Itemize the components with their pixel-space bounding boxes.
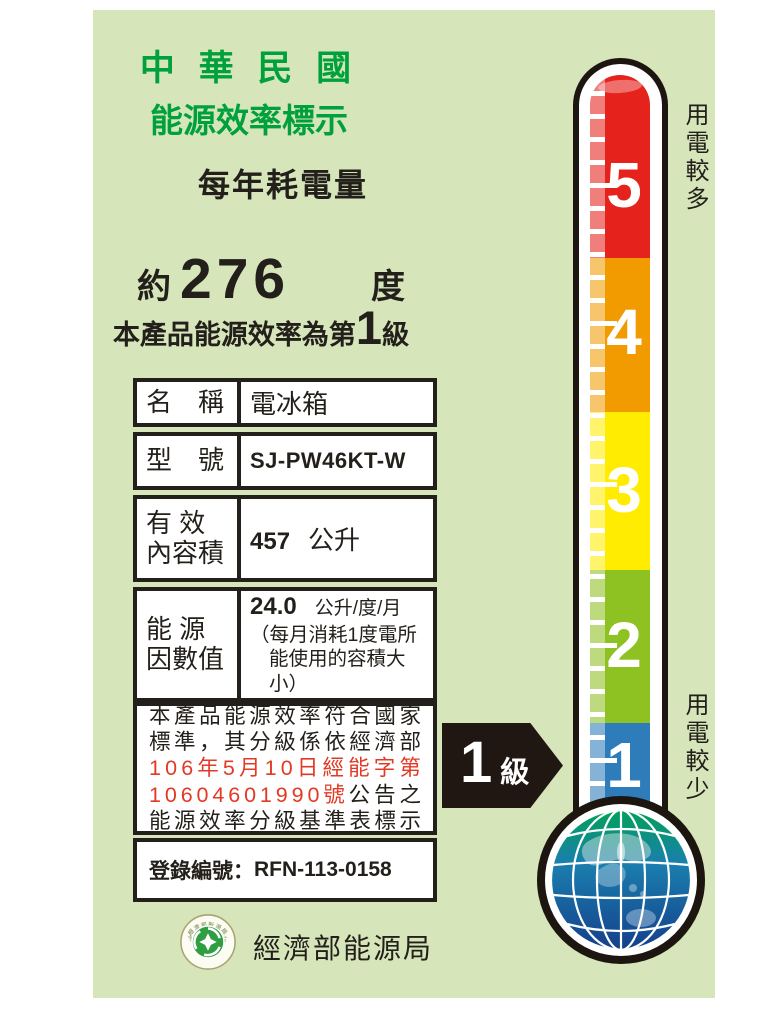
row-label: 名 稱 [137, 382, 241, 423]
thermo-tick [590, 390, 605, 395]
annual-consumption-row: 約 276 度 [137, 246, 405, 312]
compliance-statement: 本產品能源效率符合國家標準，其分級係依經濟部 1 0 6 年 5 月 1 0 日經能字第 1 0 6 0 4… [133, 702, 437, 835]
table-row-model: 型 號 SJ-PW46KT-W [133, 432, 437, 490]
statement-line: 標準，其分級係依經濟部 [149, 730, 421, 755]
thermo-tick [590, 229, 605, 234]
thermo-grade-number-1: 1 [606, 729, 642, 801]
volume-value: 457 [250, 528, 291, 555]
table-row-volume: 有 效 內容積 457 公升 [133, 495, 437, 582]
energy-factor-value: 24.0 [250, 592, 297, 620]
thermometer-highlight [590, 75, 605, 818]
earth-globe-icon [537, 796, 705, 964]
thermo-tick [590, 712, 605, 717]
thermo-level-4 [590, 258, 650, 412]
grade-sentence: 本產品能源效率為第 1 級 [101, 304, 421, 352]
energy-factor-unit: 公升/度/月 [314, 597, 402, 619]
table-row-energy-factor: 能 源 因數值 24.0 公升/度/月 （每月消耗1度電所 能使用的容積大小） [133, 587, 437, 702]
thermo-tick [590, 344, 605, 349]
thermo-tick [590, 597, 605, 602]
thermo-tick [590, 459, 605, 464]
grade-sentence-suffix: 級 [382, 320, 410, 350]
grade-value: 1 [355, 301, 383, 354]
thermo-tick [590, 620, 605, 625]
grade-sentence-prefix: 本產品能源效率為第 [112, 320, 356, 350]
uses-less-power-label: 用電較少 [681, 692, 708, 804]
thermo-tick [590, 574, 605, 579]
row-label: 有 效 內容積 [137, 499, 241, 578]
thermo-tick [590, 367, 605, 372]
thermo-tick [590, 735, 605, 740]
thermo-tick [590, 321, 617, 326]
thermo-tick [590, 206, 605, 211]
thermo-tick [590, 91, 605, 96]
thermo-tick [590, 528, 605, 533]
bureau-of-energy-seal-icon: 經濟部能源局 BUREAU OF ENERGY [180, 914, 236, 970]
label-title-line2: 能源效率標示 [150, 102, 348, 139]
thermo-tick [590, 689, 605, 694]
thermo-grade-number-4: 4 [606, 296, 642, 368]
thermo-tick [590, 436, 605, 441]
thermo-level-5 [590, 75, 650, 258]
kwh-unit: 度 [371, 268, 405, 306]
statement-line: 能源效率分級基準表標示 [149, 808, 421, 833]
product-name: 電冰箱 [250, 389, 329, 419]
row-label: 型 號 [137, 436, 241, 486]
arrow-grade-suffix: 級 [500, 757, 530, 789]
energy-efficiency-label: 中 華 民 國 能源效率標示 每年耗電量 約 276 度 本產品能源效率為第 1… [93, 10, 715, 998]
arrow-grade-value: 1 [460, 730, 493, 795]
annual-consumption-heading: 每年耗電量 [197, 167, 368, 203]
volume-unit: 公升 [308, 525, 361, 555]
spec-table: 名 稱 電冰箱 型 號 SJ-PW46KT-W 有 效 內容積 457 公升 能… [133, 378, 437, 902]
table-row-registration: 登錄編號： RFN-113-0158 [133, 838, 437, 902]
thermo-tick [590, 482, 617, 487]
thermo-tick [590, 666, 605, 671]
thermo-tick [590, 758, 617, 763]
model-number: SJ-PW46KT-W [250, 448, 406, 473]
registration-label: 登錄編號： [149, 860, 254, 883]
thermo-tick [590, 551, 605, 556]
thermo-tick [590, 183, 617, 188]
uses-more-power-label: 用電較多 [681, 102, 708, 214]
thermo-tick [590, 781, 605, 786]
thermo-tick [590, 643, 617, 648]
thermo-tick [590, 114, 605, 119]
thermo-tick [590, 505, 605, 510]
label-title-line1: 中 華 民 國 [139, 49, 359, 88]
agency-name: 經濟部能源局 [253, 933, 434, 964]
thermo-tick [590, 413, 605, 418]
thermo-tick [590, 298, 605, 303]
approx-prefix: 約 [137, 268, 171, 306]
thermo-tick [590, 252, 605, 257]
thermo-grade-number-3: 3 [606, 454, 642, 526]
table-row-name: 名 稱 電冰箱 [133, 378, 437, 427]
row-label: 能 源 因數值 [137, 591, 241, 698]
thermo-tick [590, 160, 605, 165]
statement-line: 本產品能源效率符合國家 [149, 703, 421, 728]
energy-factor-note: （每月消耗1度電所 能使用的容積大小） [250, 623, 417, 695]
annual-kwh-value: 276 [180, 247, 291, 311]
thermo-tick [590, 137, 605, 142]
globe-grid [549, 808, 693, 952]
thermo-tick [590, 275, 605, 280]
seal-swirl [193, 927, 221, 957]
registration-number: RFN-113-0158 [254, 858, 392, 881]
